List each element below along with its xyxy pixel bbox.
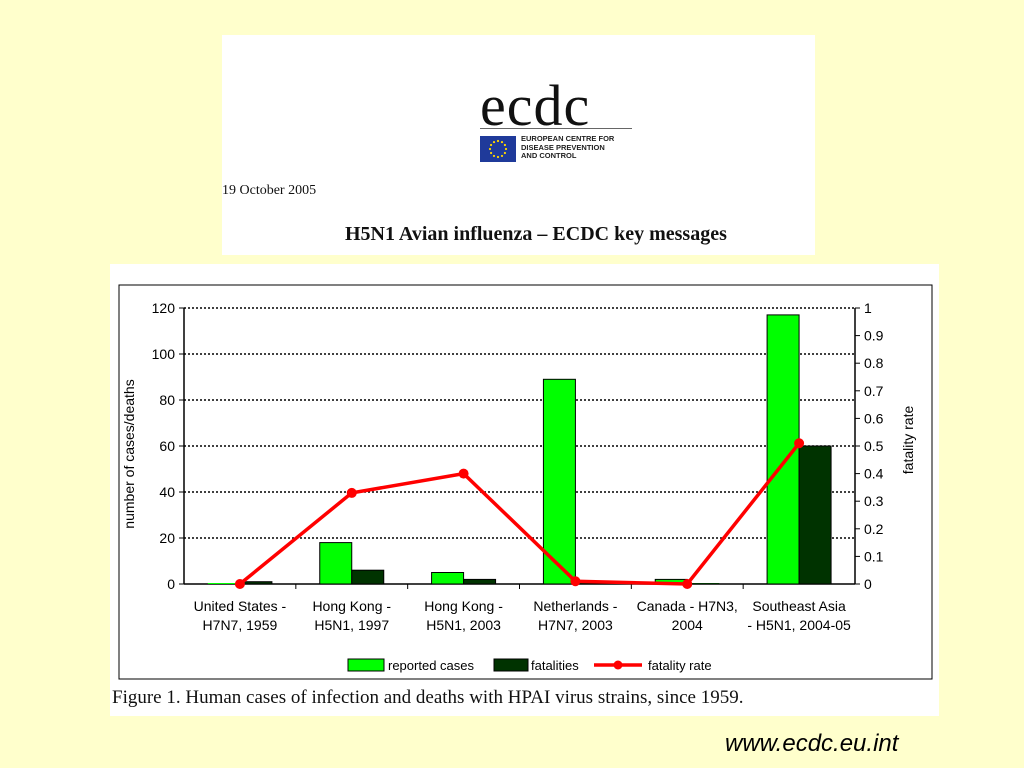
header-panel: ecdc EUROPEAN CENTRE FOR DISEASE PREVENT… [222,35,815,255]
y2-tick-label: 0 [864,576,872,592]
bar-fatalities [351,569,385,585]
y-tick-label: 120 [152,300,176,316]
document-date: 19 October 2005 [222,183,317,198]
x-tick-label: Southeast Asia [752,598,846,614]
x-tick-label: H5N1, 2003 [426,617,501,633]
bar-reported-cases [431,572,465,585]
y2-tick-label: 0.7 [864,383,884,399]
x-tick-label: - H5N1, 2004-05 [747,617,851,633]
bar-reported-cases [207,583,240,584]
eu-flag-icon [480,136,516,162]
x-tick-label: Netherlands - [533,598,617,614]
y2-axis-title: fatality rate [900,406,916,475]
logo-divider [480,128,632,129]
y2-tick-label: 0.6 [864,410,884,426]
bar-reported-cases [319,542,353,585]
y-tick-label: 60 [159,438,175,454]
y2-tick-label: 1 [864,300,872,316]
fatality-rate-point [234,579,245,589]
fatality-rate-point [346,487,357,498]
x-tick-label: 2004 [672,617,703,633]
legend-label-reported-cases: reported cases [388,658,474,673]
y-tick-label: 80 [159,392,175,408]
ecdc-logo: ecdc [480,73,591,138]
fatality-rate-point [682,579,693,589]
y-tick-label: 0 [167,576,175,592]
fatality-rate-point [794,438,805,449]
legend-label-fatalities: fatalities [531,658,579,673]
document-title: H5N1 Avian influenza – ECDC key messages [345,223,727,245]
y2-tick-label: 0.9 [864,328,884,344]
y2-tick-label: 0.5 [864,438,884,454]
x-tick-label: H7N7, 2003 [538,617,613,633]
y2-tick-label: 0.2 [864,521,884,537]
org-name: EUROPEAN CENTRE FOR DISEASE PREVENTION A… [521,134,615,160]
y-tick-label: 40 [159,484,175,500]
y2-tick-label: 0.4 [864,466,884,482]
y2-tick-label: 0.3 [864,493,884,509]
y2-tick-label: 0.1 [864,548,884,564]
y-axis-title: number of cases/deaths [121,379,137,528]
x-tick-label: Hong Kong - [312,598,391,614]
fatality-rate-point [570,576,581,587]
chart: 0 20 40 60 80 100 120 0 0.1 0.2 0.3 0.4 0.5 0.6 0.7 0.8… [118,284,933,680]
legend-marker-fatality-rate [613,660,623,670]
figure-panel: 0 20 40 60 80 100 120 0 0.1 0.2 0.3 0.4 0.5 0.6 0.7 0.8… [110,264,939,716]
x-tick-label: H7N7, 1959 [203,617,278,633]
legend-label-fatality-rate: fatality rate [648,658,712,673]
footer-url[interactable]: www.ecdc.eu.int [725,730,899,757]
x-tick-label: H5N1, 1997 [314,617,389,633]
legend-swatch-reported-cases [347,658,385,672]
bar-fatalities [687,583,720,584]
x-tick-label: Hong Kong - [424,598,503,614]
fatality-rate-line [238,442,801,586]
legend-swatch-fatalities [493,658,529,672]
bar-fatalities [463,578,497,585]
x-tick-label: United States - [194,598,287,614]
x-tick-label: Canada - H7N3, [637,598,738,614]
figure-caption: Figure 1. Human cases of infection and d… [112,687,744,708]
bar-reported-cases [542,378,576,585]
y2-tick-label: 0.8 [864,355,884,371]
bar-fatalities [798,445,832,585]
chart-frame [118,284,933,680]
y-tick-label: 100 [152,346,176,362]
fatality-rate-point [458,468,469,479]
y-tick-label: 20 [159,530,175,546]
